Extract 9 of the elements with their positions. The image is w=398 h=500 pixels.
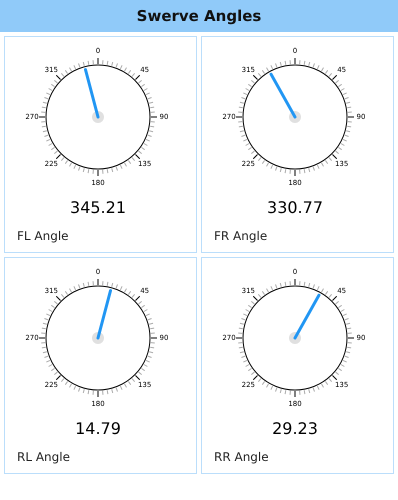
text: FL Angle — [17, 229, 69, 244]
data-label: 330.77 — [267, 198, 323, 218]
data-label: 14.79 — [75, 419, 121, 438]
text: RL Angle — [17, 450, 70, 464]
data-label: 345.21 — [70, 198, 126, 218]
text: FR Angle — [214, 229, 268, 244]
text: Swerve Angles — [0, 0, 398, 32]
text: RR Angle — [214, 450, 269, 464]
data-label: 29.23 — [272, 419, 318, 438]
